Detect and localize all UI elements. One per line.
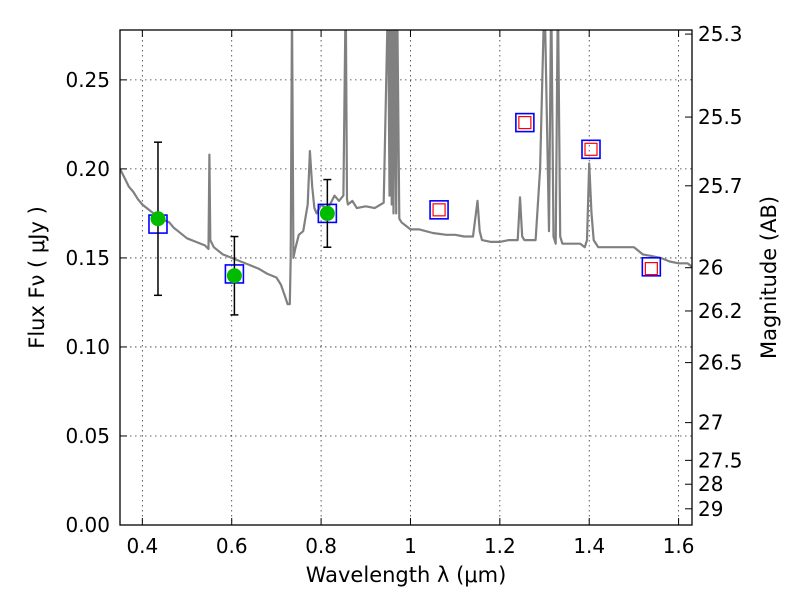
x-tick-label: 0.8: [305, 534, 337, 558]
upper-limit-marker: [584, 142, 598, 156]
model-photometry-marker: [641, 257, 662, 277]
y-tick-label: 0.00: [65, 513, 110, 537]
x-tick-label: 1.6: [663, 534, 695, 558]
y2-tick-label: 27: [698, 411, 723, 435]
x-axis-label: Wavelength λ (μm): [306, 563, 507, 587]
observed-point: [319, 205, 335, 221]
upper-limit-marker: [432, 203, 446, 217]
y-tick-label: 0.25: [65, 68, 110, 92]
y2-tick-label: 28: [698, 472, 723, 496]
grid: [120, 30, 692, 526]
plot-data: [120, 30, 692, 316]
ticks: 0.4 0.6 0.8 1 1.2 1.4 1.6 0.00 0.05 0.10 0.15 0.20 0…: [65, 22, 742, 558]
x-tick-label: 1: [404, 534, 417, 558]
model-spectrum-line: [120, 30, 692, 306]
y-tick-label: 0.20: [65, 157, 110, 181]
y2-tick-label: 25.5: [698, 105, 743, 129]
observed-point: [226, 268, 242, 284]
y-axis-label: Flux Fν ( μJy ): [25, 206, 49, 349]
x-tick-label: 0.6: [216, 534, 248, 558]
y2-tick-label: 26.5: [698, 351, 743, 375]
y-tick-label: 0.05: [65, 424, 110, 448]
plot-frame: [119, 29, 693, 526]
y-tick-label: 0.10: [65, 335, 110, 359]
y-tick-label: 0.15: [65, 246, 110, 270]
x-tick-label: 1.2: [484, 534, 516, 558]
model-photometry-marker: [515, 112, 535, 133]
y2-tick-label: 29: [698, 497, 723, 521]
x-tick-label: 1.4: [573, 534, 605, 558]
upper-limit-marker: [644, 261, 658, 276]
y2-axis-label: Magnitude (AB): [757, 196, 781, 359]
y2-tick-label: 26.2: [698, 299, 743, 323]
model-photometry-marker: [581, 139, 601, 160]
y2-tick-label: 25.3: [698, 22, 743, 46]
upper-limit-marker: [518, 115, 532, 130]
model-photometry-marker: [429, 200, 449, 220]
y2-tick-label: 27.5: [698, 448, 743, 472]
y2-tick-label: 25.7: [698, 174, 743, 198]
x-tick-label: 0.4: [126, 534, 158, 558]
observed-point: [150, 211, 166, 227]
y2-tick-label: 26: [698, 256, 723, 280]
